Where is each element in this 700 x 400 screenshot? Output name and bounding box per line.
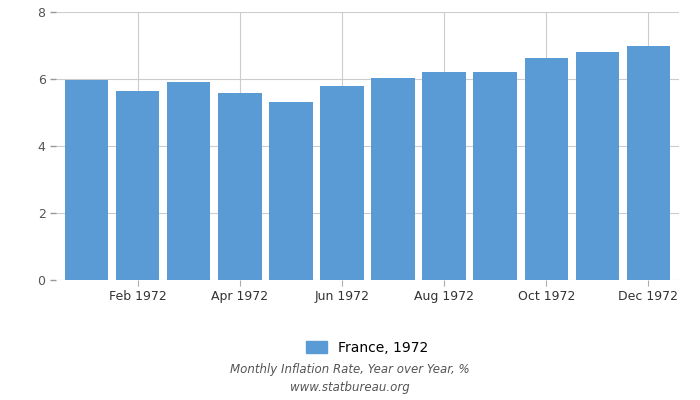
Bar — [167, 82, 211, 280]
Legend: France, 1972: France, 1972 — [301, 335, 434, 360]
Bar — [116, 91, 160, 280]
Bar — [270, 102, 313, 280]
Text: www.statbureau.org: www.statbureau.org — [290, 382, 410, 394]
Bar — [65, 80, 108, 280]
Text: Monthly Inflation Rate, Year over Year, %: Monthly Inflation Rate, Year over Year, … — [230, 364, 470, 376]
Bar — [575, 52, 619, 280]
Bar — [321, 86, 364, 280]
Bar — [524, 58, 568, 280]
Bar — [626, 46, 670, 280]
Bar — [371, 78, 414, 280]
Bar — [422, 72, 466, 280]
Bar — [473, 72, 517, 280]
Bar — [218, 94, 262, 280]
